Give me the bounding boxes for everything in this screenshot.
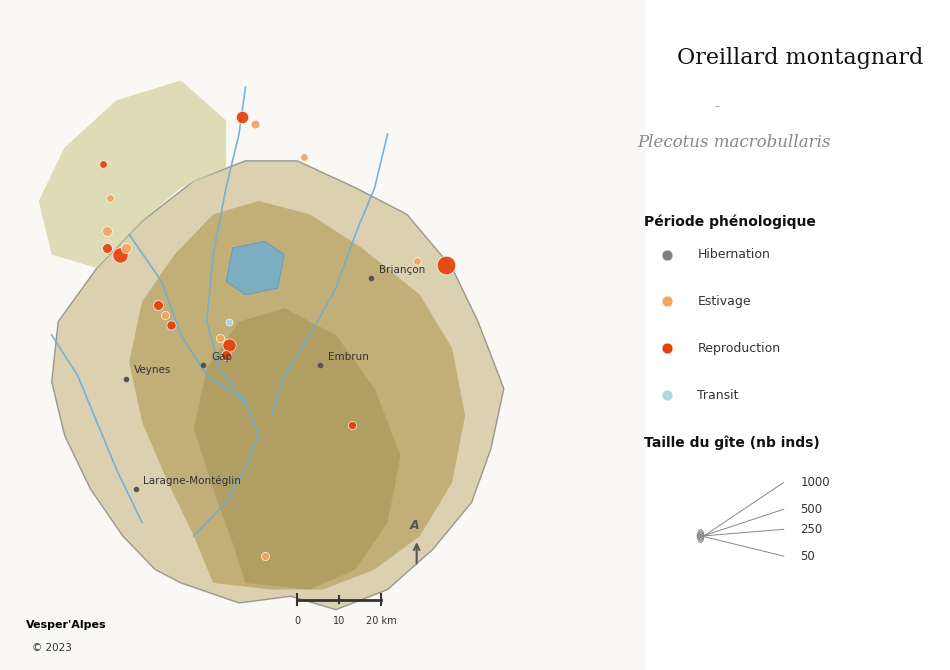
Point [257,551,273,561]
Point [659,343,674,354]
Text: Oreillard montagnard: Oreillard montagnard [677,47,923,69]
Text: Transit: Transit [697,389,739,402]
Point [112,249,127,260]
Polygon shape [194,308,401,590]
Point [345,420,360,431]
Text: 250: 250 [800,523,823,536]
Point [296,152,312,163]
Polygon shape [129,201,466,590]
Text: Plecotus macrobullaris: Plecotus macrobullaris [637,134,830,151]
Point [163,320,179,330]
Point [157,310,172,320]
Text: 10: 10 [333,616,345,626]
Text: Briançon: Briançon [379,265,426,275]
Point [438,259,453,270]
FancyBboxPatch shape [0,0,646,670]
Point [659,249,674,260]
Point [659,390,674,401]
Text: © 2023: © 2023 [32,643,72,653]
Text: 0: 0 [294,616,300,626]
Text: Période phénologique: Période phénologique [644,214,816,229]
Text: 50: 50 [800,549,815,563]
Text: Embrun: Embrun [328,352,369,362]
Point [659,296,674,307]
Point [119,243,134,253]
Polygon shape [39,80,226,268]
Point [99,243,114,253]
Text: 1000: 1000 [800,476,830,489]
Point [235,112,250,123]
Text: Reproduction: Reproduction [697,342,780,355]
Point [409,256,425,267]
Text: A: A [410,519,420,532]
Point [212,333,227,344]
Text: Estivage: Estivage [697,295,750,308]
Text: 20 km: 20 km [366,616,396,626]
Point [218,350,234,360]
Text: Veynes: Veynes [134,365,171,375]
Point [103,192,118,203]
Text: Taille du gîte (nb inds): Taille du gîte (nb inds) [644,436,820,450]
Text: Hibernation: Hibernation [697,248,770,261]
Point [151,299,166,310]
Point [248,119,263,129]
Polygon shape [226,241,284,295]
Text: Laragne-Montéglin: Laragne-Montéglin [143,475,241,486]
Point [221,340,237,350]
Text: 500: 500 [800,502,823,516]
Point [99,226,114,237]
Text: -: - [714,100,720,115]
Text: Gap: Gap [211,352,233,362]
Text: Vesper'Alpes: Vesper'Alpes [26,620,106,630]
Point [221,316,237,327]
Point [96,159,111,170]
Polygon shape [51,161,504,610]
